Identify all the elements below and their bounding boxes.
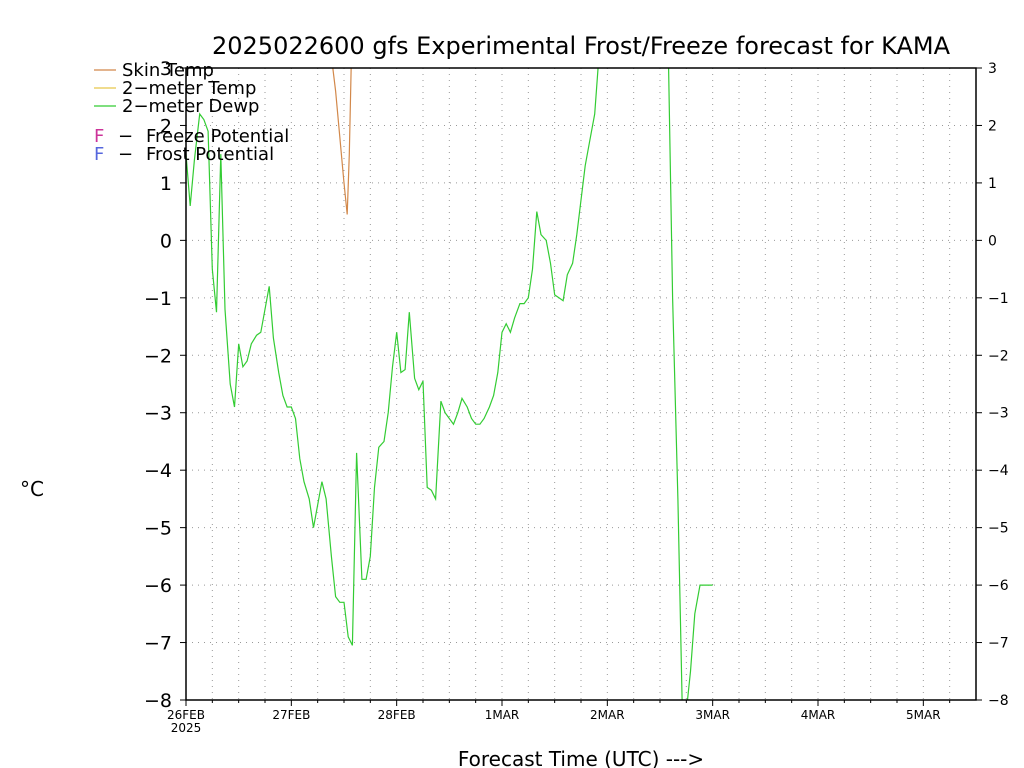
grid [186, 68, 976, 700]
chart-title: 2025022600 gfs Experimental Frost/Freeze… [212, 32, 951, 60]
y-tick-label: −6 [144, 575, 172, 597]
x-tick-label: 1MAR [485, 708, 520, 722]
legend-dash: − [118, 144, 133, 165]
y-tick-label: −7 [144, 633, 172, 655]
y-tick-label-right: 0 [988, 233, 997, 249]
y-tick-label: −5 [144, 518, 172, 540]
y-tick-label: −4 [144, 460, 172, 482]
legend-label: Frost Potential [146, 144, 274, 165]
y-tick-label: −3 [144, 403, 172, 425]
x-axis-label: Forecast Time (UTC) ---> [458, 747, 704, 768]
legend-dash: − [118, 126, 133, 147]
series-line-2-meter-dewp [186, 68, 713, 700]
plot-frame [185, 67, 977, 701]
legend-label: 2−meter Temp [122, 78, 256, 99]
y-tick-label: −2 [144, 345, 172, 367]
y-tick-label-right: 2 [988, 118, 997, 134]
x-tick-label: 28FEB [378, 708, 416, 722]
y-tick-label-right: −2 [988, 348, 1009, 364]
x-tick-label: 5MAR [906, 708, 941, 722]
y-axis-left: 3 2 1 0 −1 −2 −3 −4 −5 −6 −7 −8 [144, 58, 186, 712]
y-axis-right: 3 2 1 0 −1 −2 −3 −4 −5 −6 −7 −8 [976, 61, 1009, 709]
legend-label: 2−meter Dewp [122, 96, 259, 117]
legend-label: Freeze Potential [146, 126, 289, 147]
y-tick-label-right: −5 [988, 521, 1009, 537]
y-tick-label-right: −6 [988, 578, 1009, 594]
y-tick-label: 1 [160, 173, 172, 195]
y-axis-label: °C [20, 477, 44, 501]
y-tick-label-right: 1 [988, 176, 997, 192]
y-tick-label: −1 [144, 288, 172, 310]
y-tick-label-right: −1 [988, 291, 1009, 307]
legend-label: Skin Temp [122, 60, 214, 81]
series-line-skin-temp [332, 68, 352, 215]
y-tick-label-right: 3 [988, 61, 997, 77]
x-tick-sublabel: 2025 [171, 721, 202, 735]
legend-marker: F [94, 126, 104, 147]
y-tick-label-right: −4 [988, 463, 1009, 479]
y-tick-label: 0 [160, 230, 172, 252]
legend-marker: F [94, 144, 104, 165]
y-tick-label: 3 [160, 58, 172, 80]
x-tick-label: 2MAR [590, 708, 625, 722]
y-tick-label-right: −8 [988, 693, 1009, 709]
x-tick-label: 27FEB [272, 708, 310, 722]
y-tick-label-right: −7 [988, 636, 1009, 652]
x-tick-label: 26FEB [167, 708, 205, 722]
y-tick-label: −8 [144, 690, 172, 712]
series-layer [186, 68, 713, 700]
x-tick-label: 4MAR [801, 708, 836, 722]
y-tick-label: 2 [160, 115, 172, 137]
x-tick-label: 3MAR [695, 708, 730, 722]
y-tick-label-right: −3 [988, 406, 1009, 422]
